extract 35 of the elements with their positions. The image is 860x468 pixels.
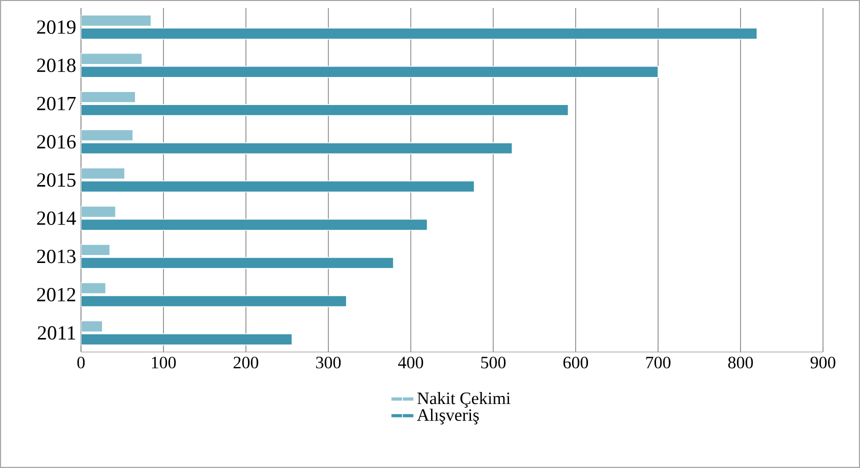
y-tick-label: 2012: [37, 288, 76, 302]
y-tick-label: 2014: [37, 211, 76, 225]
bar: [81, 295, 347, 308]
bar: [81, 257, 394, 269]
x-tick-label: 500: [481, 356, 506, 368]
y-tick-label: 2016: [37, 135, 76, 149]
x-tick-label: 600: [563, 356, 588, 368]
bar: [81, 142, 513, 154]
y-tick-label: 2017: [37, 96, 76, 110]
y-tick-label: 2011: [38, 326, 76, 340]
x-tick-label: 300: [316, 356, 341, 368]
x-tick-label: 200: [234, 356, 258, 368]
legend-label: Alışveriş: [417, 408, 479, 424]
bar: [81, 28, 758, 40]
legend-label: Nakit Çekimi: [417, 392, 510, 408]
bar: [81, 14, 152, 27]
bar: [81, 180, 475, 192]
x-tick-label: 900: [810, 356, 836, 368]
y-tick-label: 2018: [37, 58, 76, 72]
x-tick-label: 100: [152, 356, 176, 368]
y-tick-label: 2013: [37, 250, 76, 264]
bar: [81, 129, 134, 142]
bar: [81, 218, 428, 231]
y-tick-label: 2015: [37, 173, 76, 187]
x-tick-label: 800: [728, 356, 753, 368]
bar: [81, 334, 292, 346]
bar: [81, 66, 659, 78]
x-tick-label: 700: [646, 356, 670, 368]
x-tick-label: 0: [77, 356, 85, 368]
bar: [81, 206, 116, 218]
bar: [81, 104, 569, 116]
y-tick-label: 2019: [37, 20, 76, 34]
bar: [81, 282, 106, 294]
x-tick-label: 400: [398, 356, 424, 368]
bar: [81, 52, 142, 65]
